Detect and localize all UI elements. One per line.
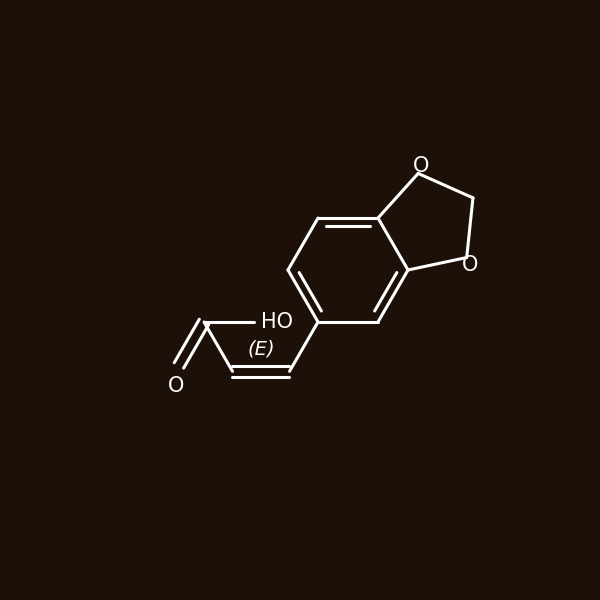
Text: O: O — [461, 255, 478, 275]
Text: O: O — [413, 156, 430, 176]
Text: O: O — [168, 376, 184, 396]
Text: (E): (E) — [247, 339, 275, 358]
Text: HO: HO — [262, 312, 293, 332]
